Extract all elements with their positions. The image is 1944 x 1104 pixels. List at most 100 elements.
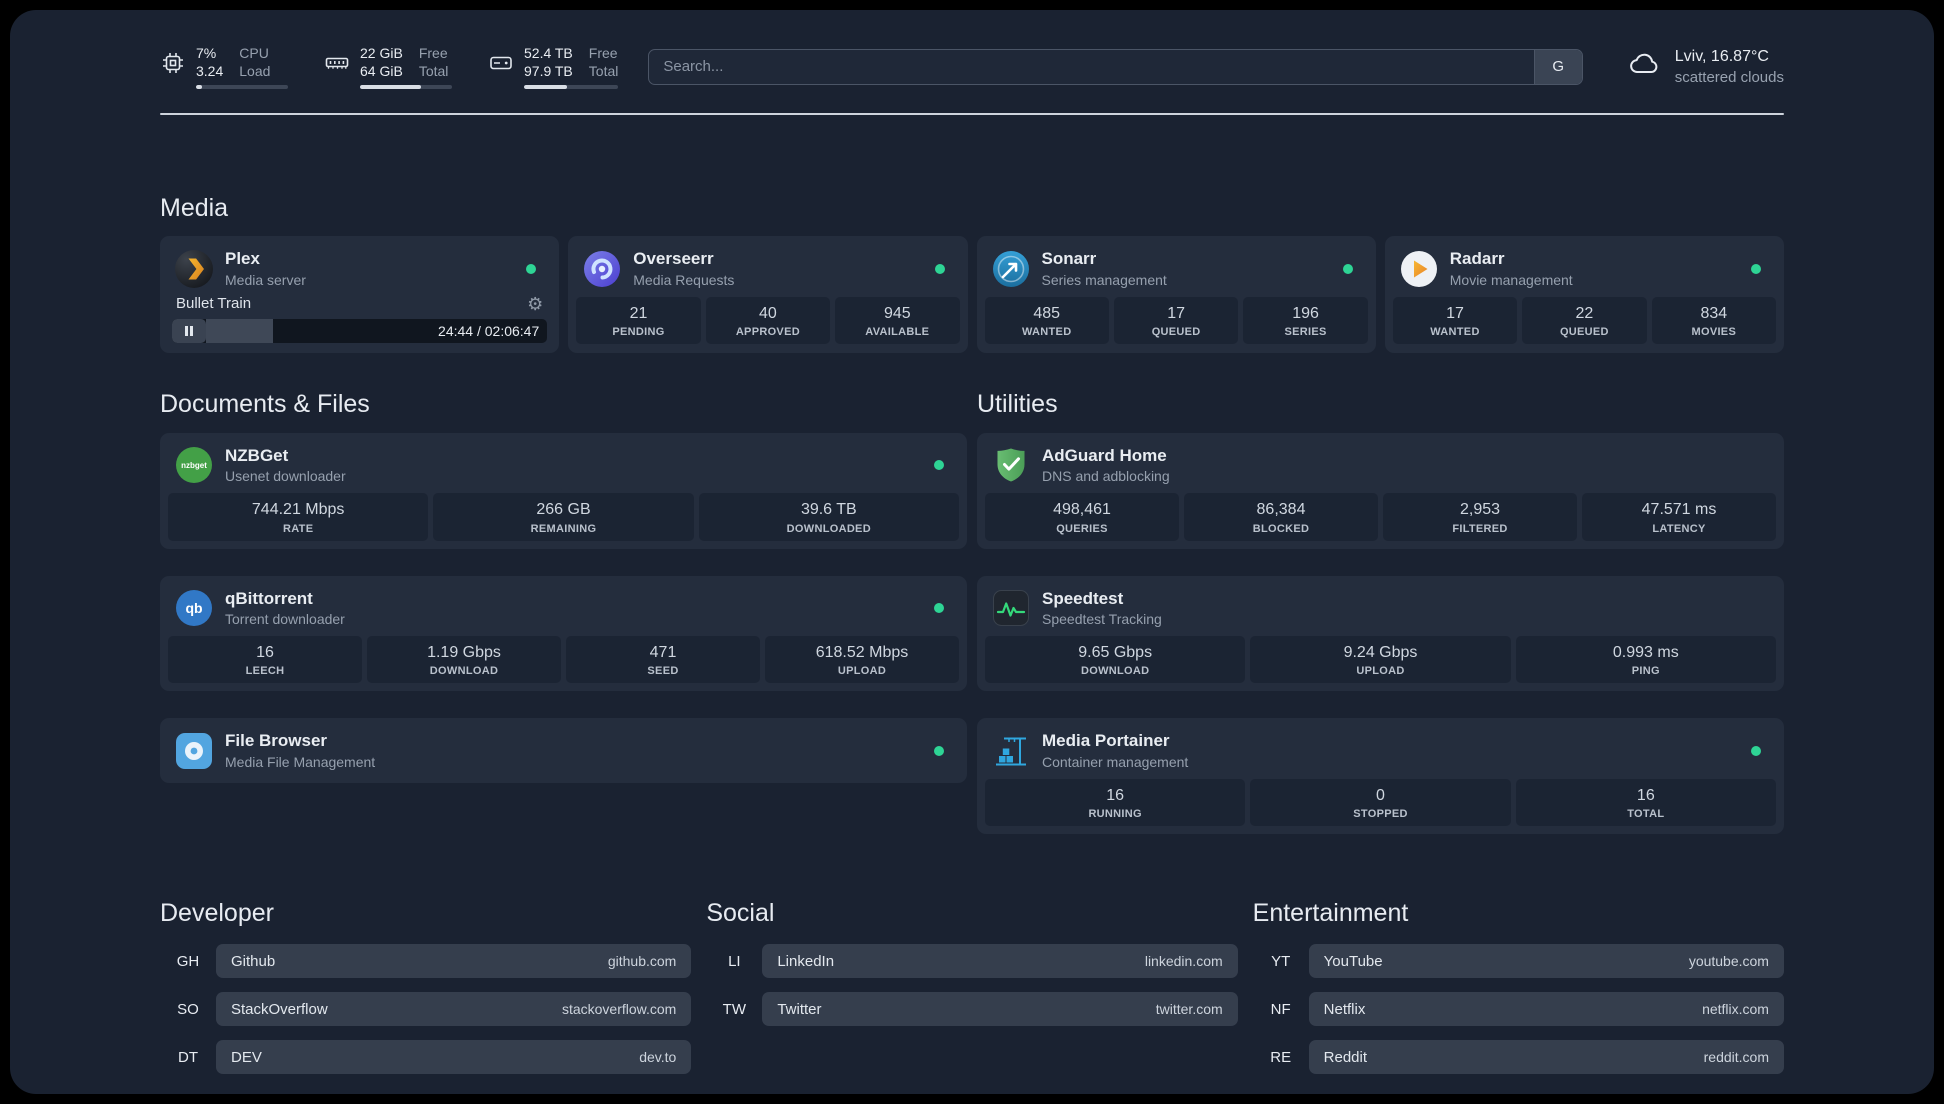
search-provider-button[interactable]: G [1533,49,1582,84]
cpu-icon [160,50,186,76]
stat-approved: 40 APPROVED [705,296,831,345]
cpu-widget: 7% 3.24 CPU Load [160,44,288,90]
search-input[interactable] [649,49,1534,84]
disk-total-value: 97.9 TB [524,63,573,80]
weather-location: Lviv, 16.87°C [1674,47,1769,65]
bookmark-linkedin: LI LinkedIn linkedin.com [706,944,1238,979]
header-divider [160,113,1784,116]
resource-widgets: 7% 3.24 CPU Load [160,44,619,90]
service-card-overseerr: Overseerr Media Requests 21 PENDING 40 A… [568,236,968,353]
dashboard: 7% 3.24 CPU Load [10,10,1934,1094]
bookmark-dev: DT DEV dev.to [160,1040,692,1075]
disk-free-label: Free [588,45,618,61]
utilities-column: Utilities [977,389,1784,835]
status-indicator [934,745,944,756]
memory-icon [324,50,350,76]
bookmark-abbr: GH [176,952,200,970]
stat-available: 945 AVAILABLE [835,296,960,345]
stat-queued: 17 QUEUED [1113,296,1239,345]
bookmark-link-reddit[interactable]: Reddit reddit.com [1308,1040,1784,1075]
bookmark-stackoverflow: SO StackOverflow stackoverflow.com [160,992,692,1027]
bookmark-abbr: SO [177,1000,199,1018]
bookmark-reddit: RE Reddit reddit.com [1253,1040,1784,1075]
service-link-filebrowser[interactable]: File Browser Media File Management [168,726,959,775]
portainer-icon [992,732,1030,770]
service-name: qBittorrent [225,588,313,608]
section-title-entertainment: Entertainment [1252,899,1409,928]
playback-progress-bar[interactable]: 24:44 / 02:06:47 [172,318,548,343]
stat-stopped: 0 STOPPED [1250,778,1511,827]
service-description: Speedtest Tracking [1042,611,1162,628]
service-link-radarr[interactable]: Radarr Movie management [1393,244,1776,295]
bookmark-link-youtube[interactable]: YouTube youtube.com [1308,944,1784,979]
service-link-overseerr[interactable]: Overseerr Media Requests [576,244,959,295]
status-indicator [526,263,537,274]
top-bar: 7% 3.24 CPU Load [160,44,1784,90]
service-link-nzbget[interactable]: nzbget NZBGet Usenet downloader [168,441,959,492]
stat-wanted: 485 WANTED [984,296,1109,345]
service-link-qbittorrent[interactable]: qb qBittorrent Torrent downloader [168,584,959,635]
disk-free-value: 52.4 TB [524,45,573,61]
cpu-sublabel: Load [239,63,271,80]
service-description: DNS and adblocking [1042,468,1170,485]
service-name: Overseerr [633,249,714,269]
cpu-usage-bar [196,85,288,90]
overseerr-icon [583,250,621,288]
stat-blocked: 86,384 BLOCKED [1184,493,1378,541]
bookmark-youtube: YT YouTube youtube.com [1253,944,1784,979]
disk-total-label: Total [588,63,619,80]
cpu-load-average: 3.24 [196,63,224,80]
service-name: Sonarr [1041,249,1097,269]
service-description: Series management [1041,271,1167,288]
plex-icon [175,249,213,288]
bookmark-link-twitter[interactable]: Twitter twitter.com [762,992,1238,1027]
memory-free-value: 22 GiB [360,45,403,61]
cpu-usage-fill [196,85,203,90]
playback-track[interactable]: 24:44 / 02:06:47 [206,318,547,343]
bookmark-link-linkedin[interactable]: LinkedIn linkedin.com [762,944,1238,979]
service-card-nzbget: nzbget NZBGet Usenet downloader 744.21 M… [160,432,967,549]
service-link-speedtest[interactable]: Speedtest Speedtest Tracking [985,584,1776,635]
section-title-documents: Documents & Files [160,389,370,418]
qbittorrent-icon: qb [175,589,213,627]
memory-total-value: 64 GiB [360,63,403,80]
service-card-plex: Plex Media server Bullet Train ⚙ [160,236,560,353]
documents-column: Documents & Files nzbget NZBGet Usenet d [160,389,967,834]
memory-free-label: Free [418,45,448,61]
cloud-icon [1627,46,1663,87]
search-bar[interactable]: G [648,48,1583,85]
pause-button[interactable] [172,318,206,343]
service-link-plex[interactable]: Plex Media server [168,244,551,295]
service-description: Media Requests [633,271,735,288]
stat-total: 16 TOTAL [1515,778,1776,827]
section-title-developer: Developer [160,899,274,928]
stat-filtered: 2,953 FILTERED [1383,493,1577,541]
stat-ping: 0.993 ms PING [1515,636,1776,684]
section-title-utilities: Utilities [977,389,1058,418]
playback-time: 24:44 / 02:06:47 [438,322,540,339]
stat-download: 9.65 Gbps DOWNLOAD [985,636,1246,684]
gear-icon[interactable]: ⚙ [527,293,544,314]
bookmark-link-netflix[interactable]: Netflix netflix.com [1308,992,1784,1027]
stat-download: 1.19 Gbps DOWNLOAD [367,636,561,684]
stat-movies: 834 MOVIES [1651,296,1777,345]
stat-series: 196 SERIES [1243,296,1368,345]
status-indicator [934,460,944,471]
service-link-portainer[interactable]: Media Portainer Container management [985,726,1776,777]
stat-upload: 9.24 Gbps UPLOAD [1250,636,1511,684]
memory-usage-bar [360,85,452,90]
stat-seed: 471 SEED [566,636,760,684]
bookmark-group-entertainment: Entertainment YT YouTube youtube.com NF … [1252,898,1784,1075]
stat-running: 16 RUNNING [985,778,1246,827]
service-link-adguard[interactable]: AdGuard Home DNS and adblocking [985,441,1776,492]
bookmark-link-github[interactable]: Github github.com [216,944,692,979]
cpu-percent: 7% [196,45,217,61]
service-card-portainer: Media Portainer Container management 16 … [977,718,1784,835]
memory-widget: 22 GiB 64 GiB Free Total [324,44,452,90]
service-card-qbittorrent: qb qBittorrent Torrent downloader 16 LEE… [160,575,967,692]
service-description: Torrent downloader [225,611,345,628]
bookmark-link-stackoverflow[interactable]: StackOverflow stackoverflow.com [216,992,692,1027]
service-link-sonarr[interactable]: Sonarr Series management [985,244,1368,295]
bookmark-group-developer: Developer GH Github github.com SO StackO… [160,898,692,1075]
bookmark-link-dev[interactable]: DEV dev.to [216,1040,692,1075]
